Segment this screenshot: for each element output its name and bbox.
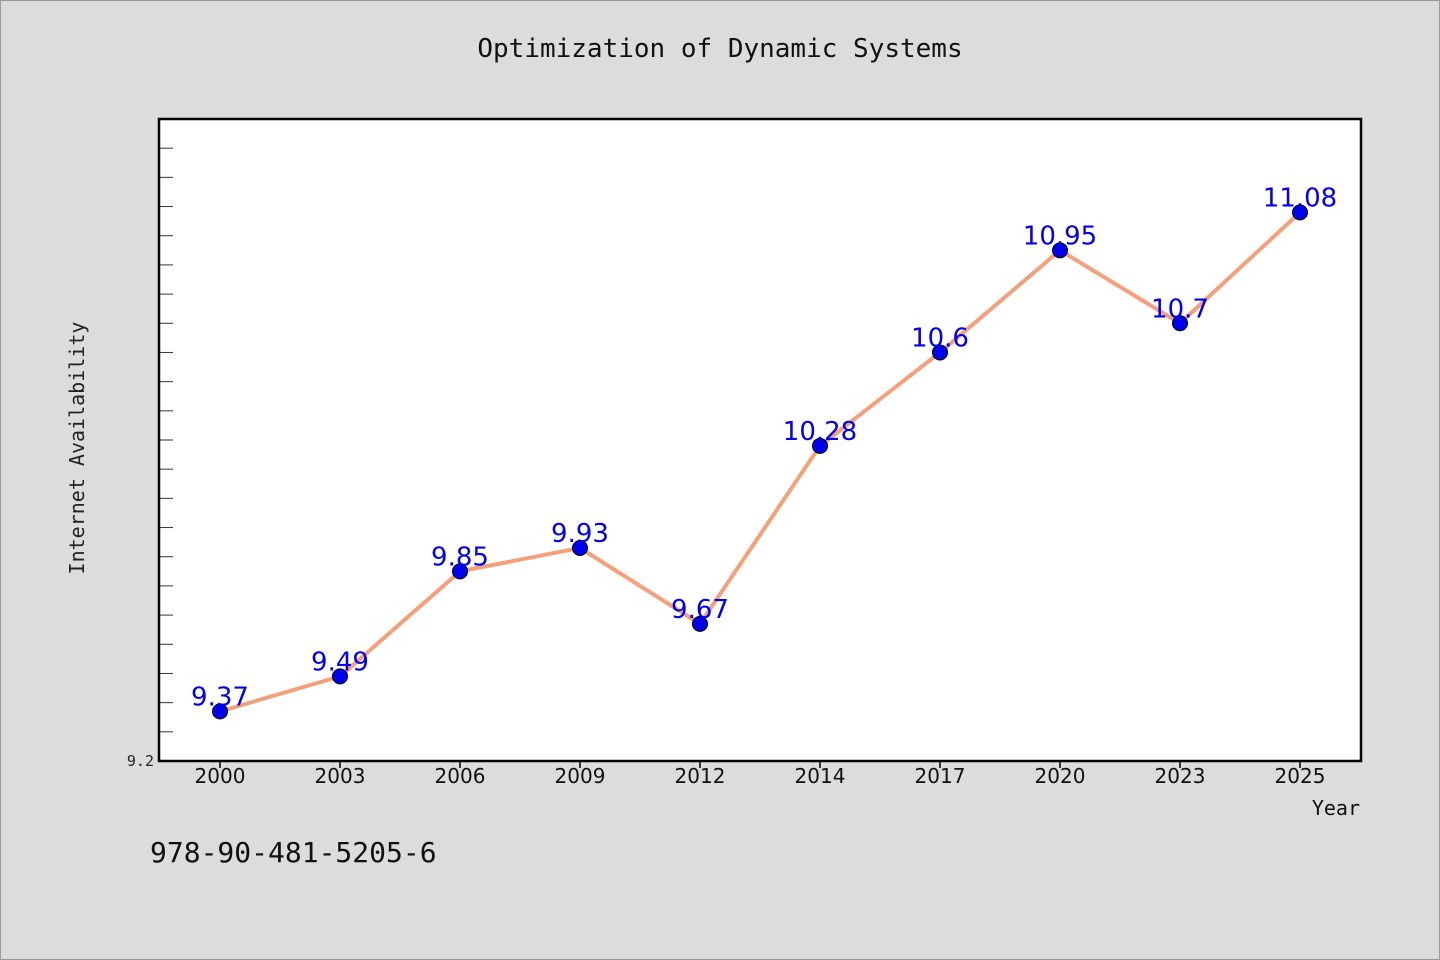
- isbn-text: 978-90-481-5205-6: [150, 836, 437, 869]
- x-tick-label: 2025: [1275, 764, 1326, 788]
- data-point: [1052, 242, 1068, 259]
- x-tick-label: 2006: [435, 764, 486, 788]
- data-label: 10.28: [783, 417, 857, 447]
- y-tick-label: 9.2: [127, 752, 154, 770]
- series-line: [218, 210, 1302, 714]
- x-tick-label: 2020: [1035, 764, 1086, 788]
- data-point: [812, 437, 828, 454]
- data-label: 9.49: [311, 647, 369, 677]
- data-point: [932, 344, 948, 361]
- chart-title: Optimization of Dynamic Systems: [477, 34, 963, 64]
- data-label: 10.6: [911, 323, 969, 353]
- data-label: 11.08: [1263, 183, 1337, 213]
- data-point: [332, 668, 348, 685]
- x-tick-label: 2017: [915, 764, 966, 788]
- data-point: [212, 703, 228, 720]
- data-point: [452, 563, 468, 580]
- data-point: [1292, 204, 1308, 221]
- data-point: [692, 615, 708, 632]
- x-axis-label: Year: [1311, 796, 1360, 820]
- x-tick-label: 2009: [555, 764, 606, 788]
- data-label: 10.95: [1023, 221, 1097, 251]
- data-label: 9.37: [191, 682, 249, 712]
- x-tick-label: 2003: [315, 764, 366, 788]
- x-tick-label: 2000: [195, 764, 246, 788]
- data-point: [572, 539, 588, 556]
- data-label: 9.93: [551, 519, 609, 549]
- plot-area: [159, 119, 1361, 761]
- x-tick-label: 2023: [1155, 764, 1206, 788]
- plot-frame: [157, 117, 1363, 763]
- data-point: [1172, 315, 1188, 332]
- x-tick-label: 2014: [795, 764, 846, 788]
- x-tick-label: 2012: [675, 764, 726, 788]
- data-label: 9.67: [671, 595, 729, 625]
- data-label: 9.85: [431, 542, 489, 572]
- data-label: 10.7: [1151, 294, 1209, 324]
